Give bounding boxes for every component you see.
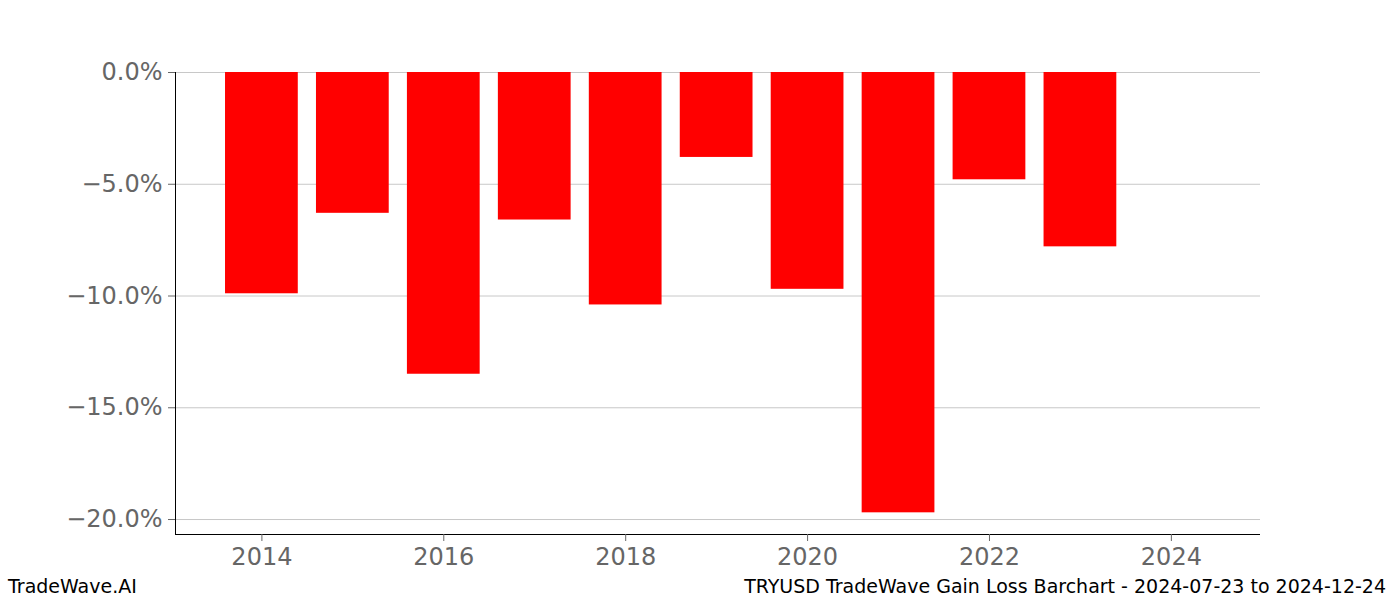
svg-text:2024: 2024 — [1141, 543, 1202, 571]
svg-text:2022: 2022 — [959, 543, 1020, 571]
svg-text:2014: 2014 — [231, 543, 292, 571]
svg-text:2018: 2018 — [595, 543, 656, 571]
svg-text:0.0%: 0.0% — [102, 58, 163, 86]
svg-text:2020: 2020 — [777, 543, 838, 571]
svg-text:−10.0%: −10.0% — [66, 282, 162, 310]
svg-text:−5.0%: −5.0% — [81, 170, 162, 198]
svg-text:−15.0%: −15.0% — [66, 393, 162, 421]
html-text:TRYUSD TradeWave Gain Loss Bar: TRYUSD TradeWave Gain Loss Barchart - 20… — [744, 575, 1386, 597]
svg-text:2016: 2016 — [413, 543, 474, 571]
html-text:TradeWave.AI: TradeWave.AI — [8, 575, 137, 597]
svg-text:−20.0%: −20.0% — [66, 505, 162, 533]
